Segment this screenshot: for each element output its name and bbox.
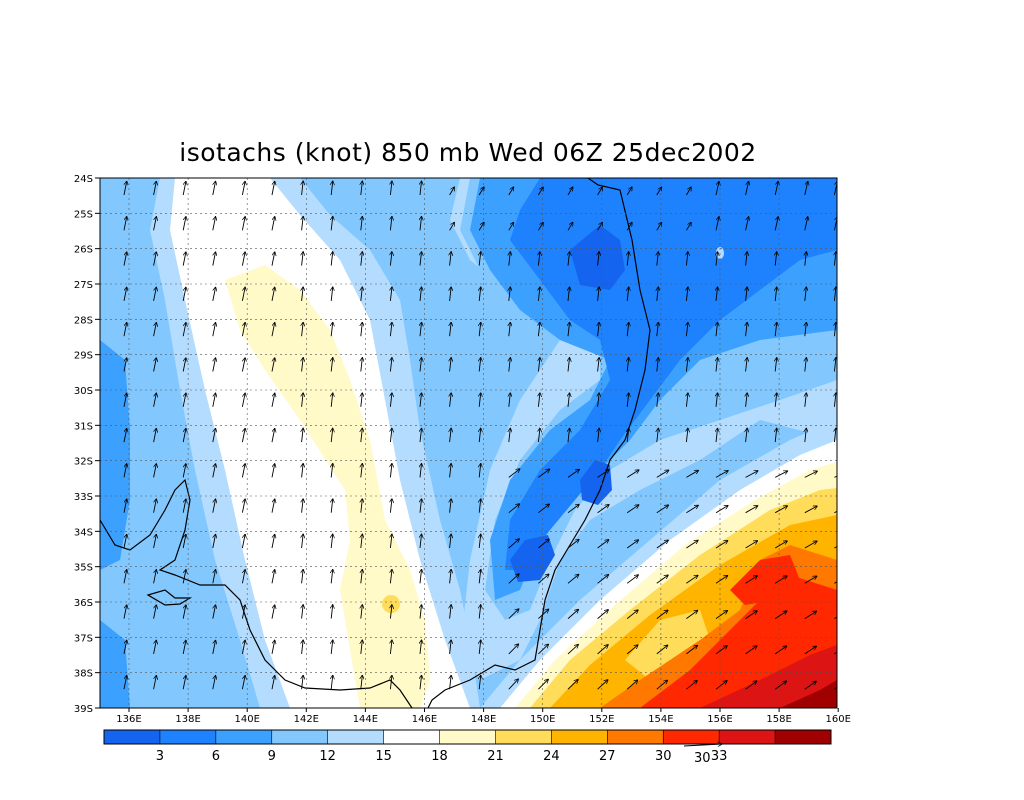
lon-label: 154E bbox=[648, 714, 673, 725]
color-bar-label: 30 bbox=[655, 749, 672, 764]
lon-label: 144E bbox=[353, 714, 378, 725]
lat-label: 33S bbox=[74, 492, 93, 503]
color-bar-swatch bbox=[719, 730, 776, 744]
color-bar-label: 6 bbox=[212, 749, 220, 764]
color-bar-label: 33 bbox=[711, 749, 728, 764]
coastline bbox=[100, 178, 651, 708]
color-bar-label: 24 bbox=[543, 749, 560, 764]
latitude-labels: 24S 25S 26S 27S 28S 29S 30S 31S 32S 33S 34S 35S 36S 3… bbox=[74, 174, 100, 715]
color-bar-label: 9 bbox=[268, 749, 276, 764]
map-frame bbox=[99, 177, 838, 709]
color-bar-swatch bbox=[104, 730, 161, 744]
color-bar-label: 12 bbox=[319, 749, 336, 764]
color-bar-label: 18 bbox=[431, 749, 448, 764]
longitude-labels: 136E 138E 140E 142E 144E 146E 148E 150E 152E 154E… bbox=[116, 708, 851, 725]
lat-label: 28S bbox=[74, 315, 93, 326]
color-bar-swatch bbox=[551, 730, 608, 744]
lon-label: 140E bbox=[234, 714, 259, 725]
color-bar-label: 3 bbox=[156, 749, 164, 764]
color-bar-swatch bbox=[159, 730, 217, 744]
color-bar-swatch bbox=[215, 730, 273, 744]
lon-label: 158E bbox=[766, 714, 791, 725]
color-bar-swatch bbox=[327, 730, 385, 744]
color-bar-label: 27 bbox=[599, 749, 616, 764]
reference-vector-label: 30 bbox=[694, 751, 711, 766]
wind-vectors bbox=[123, 181, 837, 690]
lon-label: 148E bbox=[471, 714, 496, 725]
lon-label: 150E bbox=[530, 714, 555, 725]
lat-label: 31S bbox=[74, 421, 93, 432]
lon-label: 160E bbox=[825, 714, 850, 725]
color-bar-swatch bbox=[607, 730, 664, 744]
color-bar-swatch bbox=[383, 730, 441, 744]
lon-label: 146E bbox=[412, 714, 437, 725]
lon-label: 156E bbox=[707, 714, 732, 725]
lon-label: 138E bbox=[175, 714, 200, 725]
lat-label: 26S bbox=[74, 245, 93, 256]
lat-label: 25S bbox=[74, 209, 93, 220]
lat-label: 24S bbox=[74, 174, 93, 185]
lat-label: 27S bbox=[74, 280, 93, 291]
lat-label: 37S bbox=[74, 633, 93, 644]
grid-lines bbox=[100, 178, 837, 708]
color-bar-swatch bbox=[663, 730, 720, 744]
color-bar-swatch bbox=[439, 730, 496, 744]
color-bar-labels: 3 6 9 12 15 18 21 24 27 30 33 bbox=[156, 749, 728, 764]
lat-label: 38S bbox=[74, 669, 93, 680]
isotach-fill bbox=[100, 178, 837, 708]
color-bar-swatch bbox=[271, 730, 329, 744]
color-bar-label: 21 bbox=[487, 749, 504, 764]
reference-vector: 30 bbox=[683, 744, 722, 766]
lon-label: 136E bbox=[116, 714, 141, 725]
lon-label: 142E bbox=[294, 714, 319, 725]
color-bar-label: 15 bbox=[375, 749, 392, 764]
color-bar-swatch bbox=[775, 730, 832, 744]
lat-label: 30S bbox=[74, 386, 93, 397]
color-bar-swatch bbox=[495, 730, 552, 744]
lat-label: 29S bbox=[74, 351, 93, 362]
lat-label: 39S bbox=[74, 704, 93, 715]
map-title: isotachs (knot) 850 mb Wed 06Z 25dec2002 bbox=[179, 138, 757, 167]
lon-label: 152E bbox=[589, 714, 614, 725]
lat-label: 36S bbox=[74, 598, 93, 609]
lat-label: 35S bbox=[74, 563, 93, 574]
lat-label: 32S bbox=[74, 457, 93, 468]
lat-label: 34S bbox=[74, 527, 93, 538]
color-bar bbox=[103, 729, 832, 745]
